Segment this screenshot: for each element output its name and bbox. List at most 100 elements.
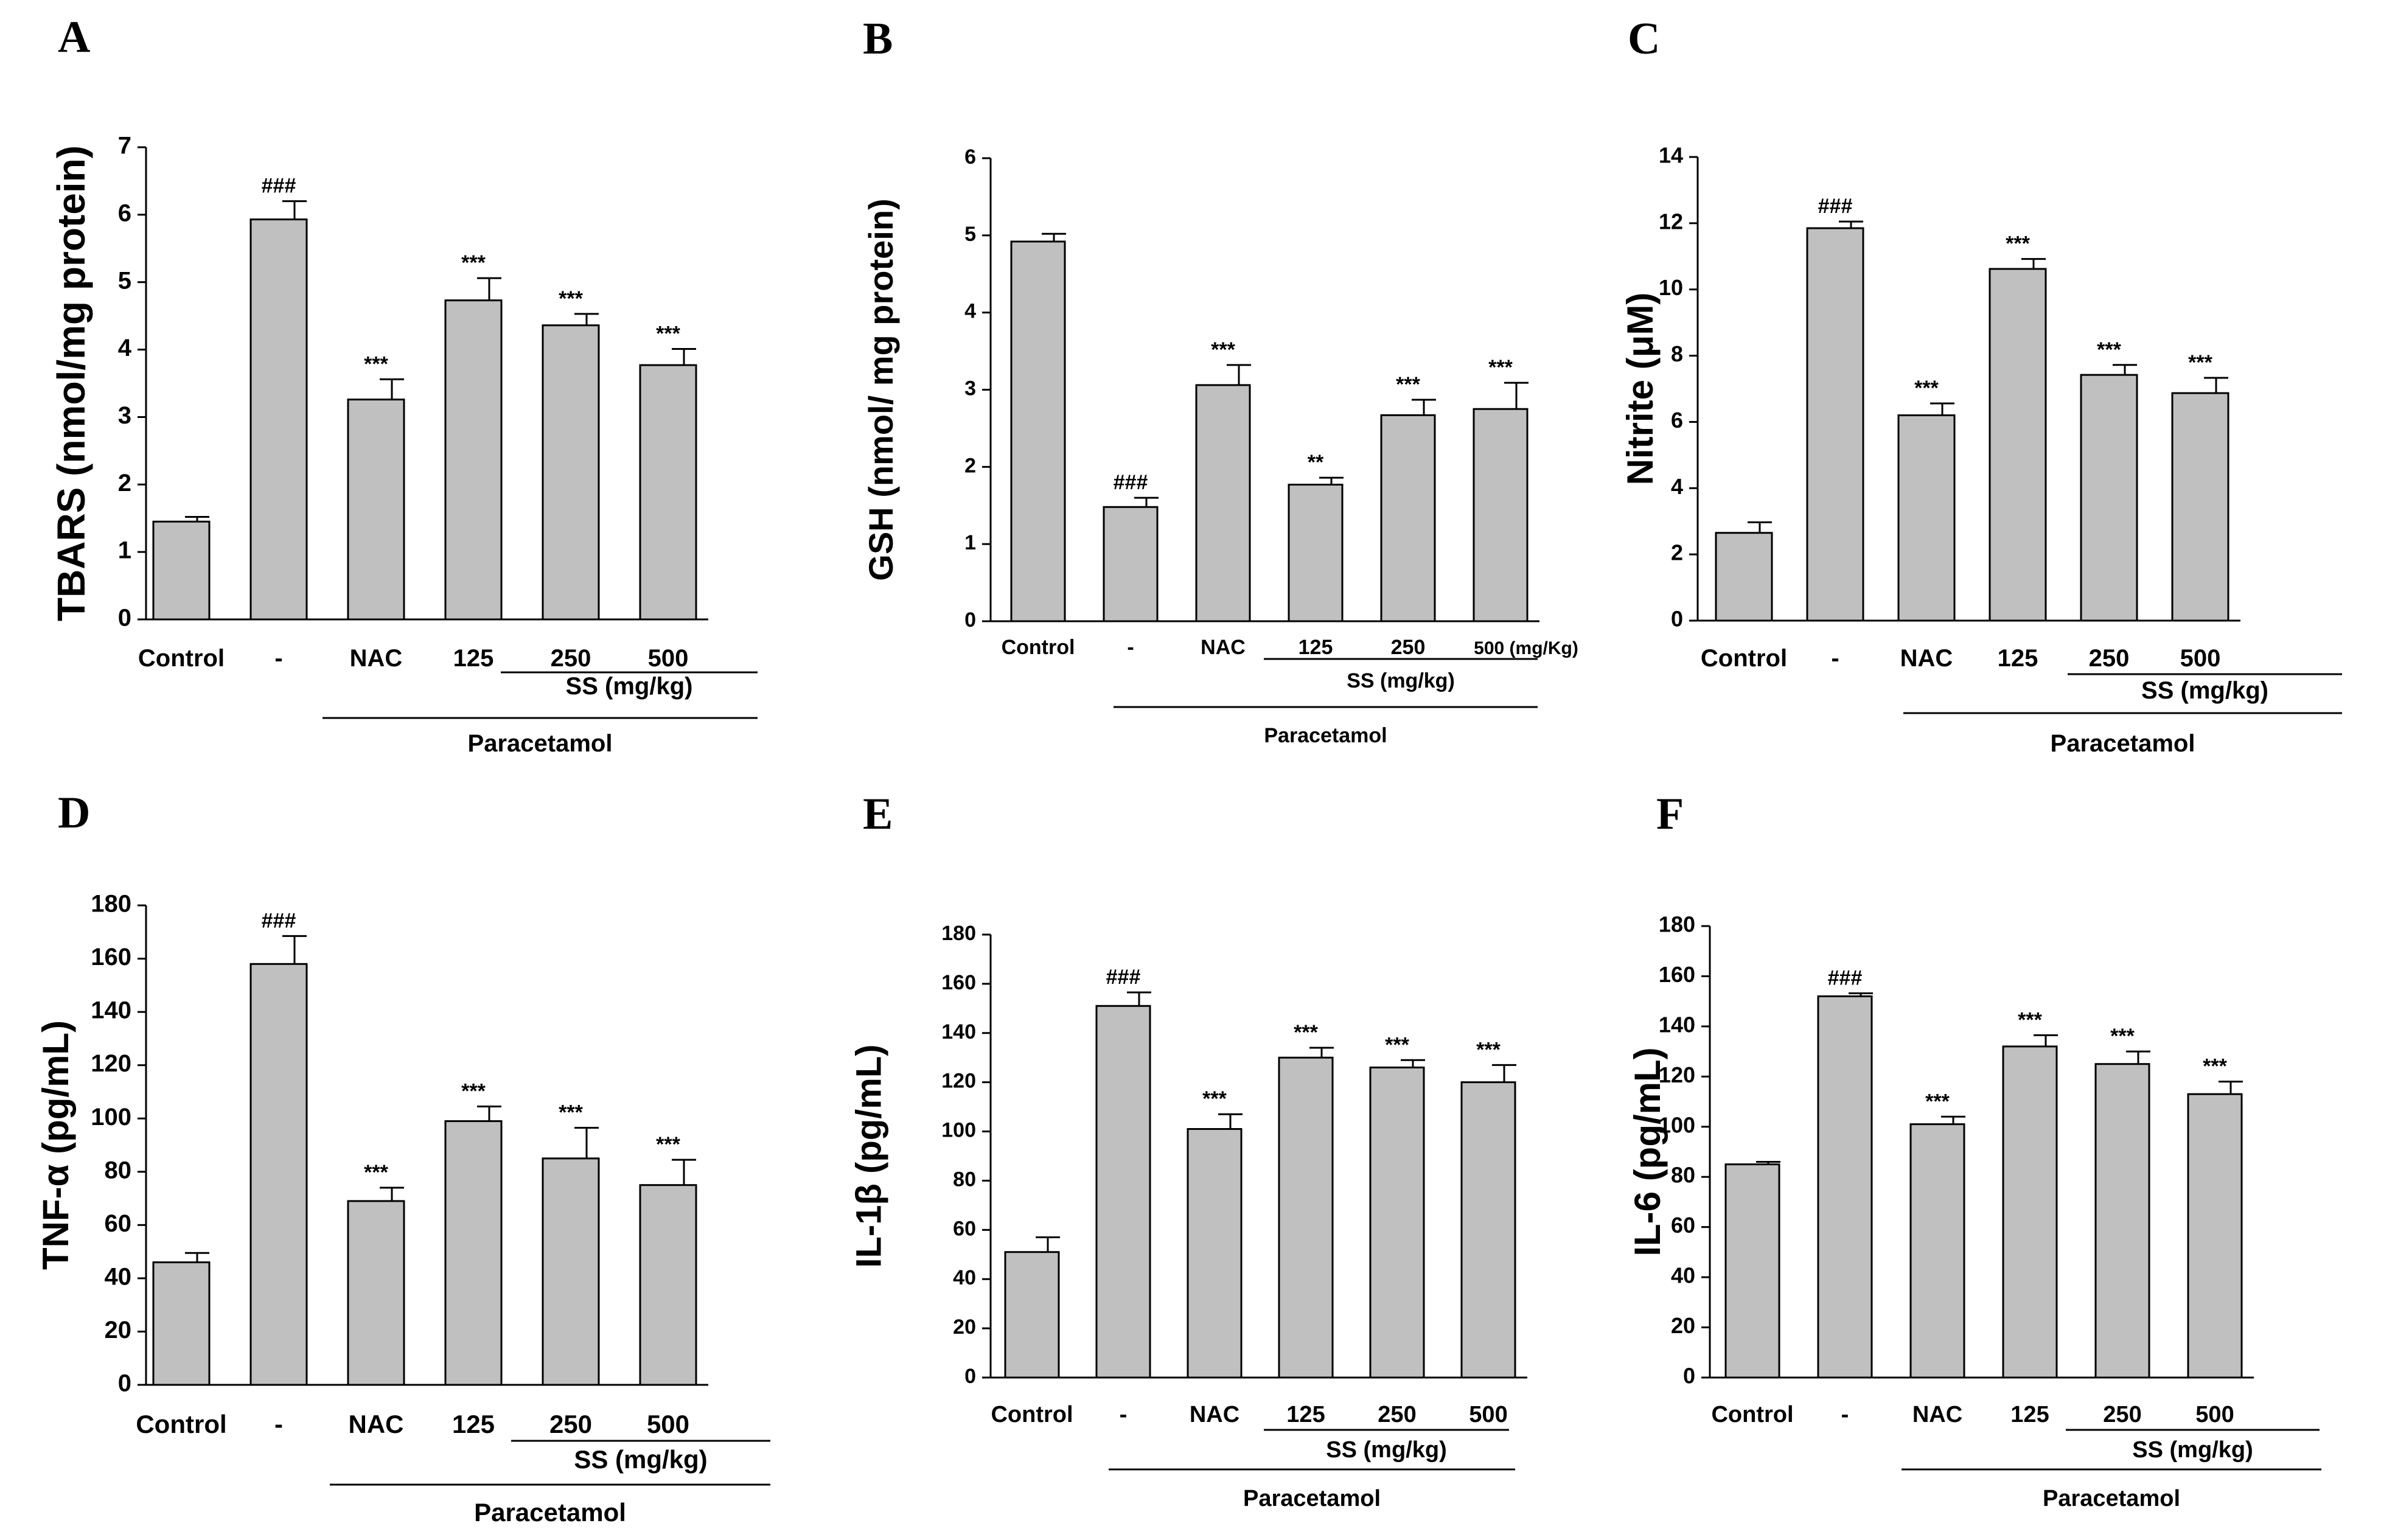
significance-marker: *** bbox=[2110, 1025, 2135, 1048]
bar bbox=[2002, 1045, 2058, 1379]
y-tick-label: 40 bbox=[105, 1263, 132, 1290]
panel-a: A TBARS (nmol/mg protein) 0 1 2 3 4 5 6 7 Control #… bbox=[49, 12, 758, 757]
category-label: - bbox=[274, 1410, 283, 1438]
category-label: NAC bbox=[1201, 636, 1246, 659]
panel-c: C Nitrite (μM) 0 2 4 6 8 10 12 14 Control ### - *** NA… bbox=[1620, 14, 2342, 757]
bar bbox=[2171, 392, 2229, 622]
y-tick-label: 60 bbox=[105, 1210, 132, 1237]
bar bbox=[249, 218, 308, 621]
y-tick-label: 0 bbox=[118, 605, 131, 632]
y-tick-label: 120 bbox=[91, 1050, 131, 1077]
significance-marker: *** bbox=[1925, 1090, 1950, 1113]
y-tick-label: 100 bbox=[91, 1104, 131, 1131]
y-tick-label: 4 bbox=[964, 300, 976, 323]
bar bbox=[1103, 506, 1159, 622]
bar bbox=[1380, 414, 1436, 622]
category-label: NAC bbox=[349, 1410, 404, 1438]
y-tick-label: 180 bbox=[941, 922, 976, 945]
significance-marker: ### bbox=[262, 175, 296, 198]
group-label: SS (mg/kg) bbox=[2132, 1437, 2253, 1463]
bar bbox=[1195, 384, 1251, 622]
y-tick-label: 8 bbox=[1671, 341, 1683, 366]
y-tick-label: 0 bbox=[1671, 607, 1683, 632]
significance-marker: *** bbox=[656, 322, 680, 345]
significance-marker: *** bbox=[1396, 373, 1420, 396]
bar bbox=[1897, 414, 1956, 622]
significance-marker: *** bbox=[559, 1101, 583, 1124]
category-label: - bbox=[1831, 645, 1839, 672]
significance-marker: *** bbox=[1385, 1033, 1409, 1056]
panel-d: D TNF-α (pg/mL) 0 20 40 60 80 100 120 140 160 180 Co… bbox=[35, 788, 770, 1527]
treatment-label: Paracetamol bbox=[1264, 724, 1387, 747]
bar bbox=[1724, 1163, 1780, 1379]
y-tick-label: 1 bbox=[118, 537, 131, 564]
y-axis-label: IL-6 (pg/mL) bbox=[1627, 1047, 1668, 1256]
category-label: Control bbox=[1002, 636, 1075, 659]
category-label: Control bbox=[138, 645, 225, 672]
bar bbox=[1715, 532, 1773, 622]
significance-marker: *** bbox=[1211, 338, 1235, 361]
y-tick-label: 3 bbox=[118, 402, 131, 429]
bar bbox=[347, 1200, 405, 1386]
significance-marker: *** bbox=[656, 1133, 680, 1156]
significance-marker: *** bbox=[364, 1161, 388, 1184]
panel-b: B GSH (nmol/ mg protein) 0 1 2 3 4 5 6 Control ###… bbox=[862, 14, 1578, 747]
bar bbox=[542, 324, 600, 621]
bar bbox=[1369, 1066, 1425, 1379]
y-tick-label: 80 bbox=[1671, 1163, 1695, 1188]
category-label: 250 bbox=[2089, 645, 2130, 672]
y-tick-label: 120 bbox=[941, 1070, 976, 1093]
category-label: 125 bbox=[453, 645, 494, 672]
y-tick-label: 1 bbox=[964, 531, 976, 554]
significance-marker: *** bbox=[559, 287, 583, 310]
y-tick-label: 100 bbox=[1659, 1112, 1695, 1137]
y-tick-label: 14 bbox=[1659, 143, 1683, 168]
bar bbox=[249, 963, 308, 1386]
category-label: - bbox=[1120, 1402, 1128, 1427]
significance-marker: *** bbox=[2203, 1055, 2227, 1078]
y-tick-label: 60 bbox=[1671, 1213, 1695, 1238]
y-tick-label: 20 bbox=[953, 1315, 976, 1339]
significance-marker: *** bbox=[1914, 377, 1939, 400]
panel-letter: A bbox=[58, 12, 90, 62]
category-label: 125 bbox=[1299, 636, 1333, 659]
panel-e: E IL-1β (pg/mL) 0 20 40 60 80 100 120 140 160 180 Co… bbox=[849, 789, 1527, 1511]
y-tick-label: 40 bbox=[1671, 1263, 1695, 1288]
bar bbox=[1460, 1081, 1516, 1379]
y-tick-label: 40 bbox=[953, 1266, 976, 1289]
category-label: 125 bbox=[2010, 1402, 2049, 1427]
significance-marker: ### bbox=[262, 909, 296, 932]
category-label: - bbox=[1841, 1402, 1849, 1427]
y-tick-label: 20 bbox=[105, 1317, 132, 1343]
y-tick-label: 4 bbox=[118, 335, 132, 361]
bar bbox=[542, 1157, 600, 1386]
group-label: SS (mg/kg) bbox=[1347, 669, 1455, 692]
treatment-label: Paracetamol bbox=[2051, 730, 2195, 757]
category-label: Control bbox=[1701, 645, 1787, 672]
y-axis-label: TNF-α (pg/mL) bbox=[35, 1020, 76, 1270]
panel-letter: E bbox=[863, 789, 893, 839]
category-label: 125 bbox=[452, 1410, 495, 1438]
bar bbox=[2187, 1093, 2243, 1379]
group-label: SS (mg/kg) bbox=[2141, 677, 2268, 704]
bar bbox=[1473, 408, 1529, 622]
bar bbox=[2080, 374, 2138, 622]
bar bbox=[1095, 1005, 1151, 1379]
panel-letter: F bbox=[1656, 789, 1684, 839]
significance-marker: *** bbox=[1476, 1038, 1501, 1061]
significance-marker: *** bbox=[2188, 351, 2212, 374]
y-axis-label: Nitrite (μM) bbox=[1620, 293, 1661, 486]
y-tick-label: 0 bbox=[964, 608, 976, 632]
bar bbox=[1989, 268, 2047, 622]
bar bbox=[639, 364, 697, 621]
y-axis-label: GSH (nmol/ mg protein) bbox=[862, 198, 900, 580]
y-tick-label: 6 bbox=[964, 145, 976, 169]
category-label: 250 bbox=[1391, 636, 1426, 659]
y-axis-label: IL-1β (pg/mL) bbox=[849, 1044, 888, 1267]
y-tick-label: 140 bbox=[91, 997, 131, 1024]
category-label: Control bbox=[136, 1410, 226, 1438]
bar bbox=[444, 299, 503, 621]
significance-marker: *** bbox=[461, 1080, 486, 1103]
category-label: Control bbox=[991, 1402, 1073, 1427]
y-tick-label: 20 bbox=[1671, 1313, 1695, 1338]
